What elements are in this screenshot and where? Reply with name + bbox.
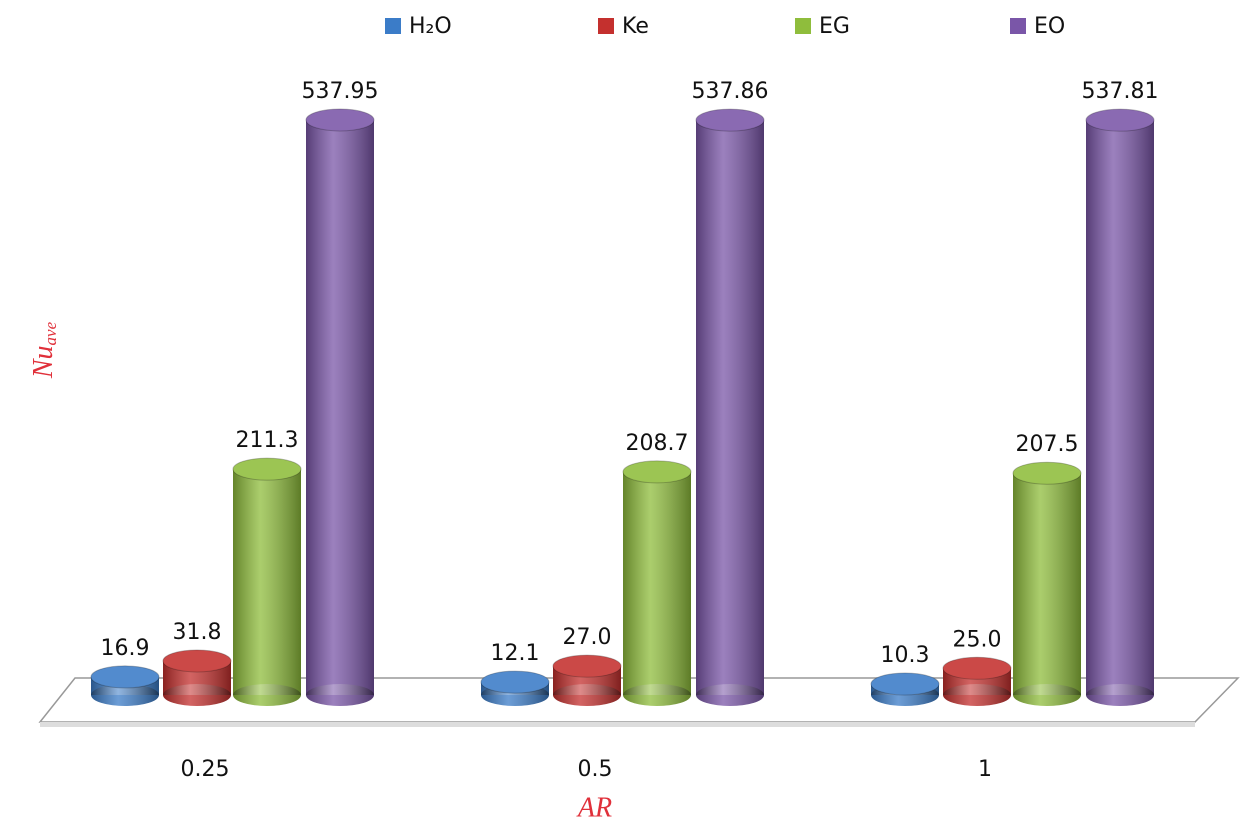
bar-top xyxy=(305,108,375,132)
bar-top-shade xyxy=(1086,109,1154,132)
legend-label: EG xyxy=(819,14,850,39)
bar-top xyxy=(232,457,302,481)
data-label: 12.1 xyxy=(491,641,540,666)
bar-shade xyxy=(233,469,301,695)
bar-bottom-shade xyxy=(1013,684,1081,706)
data-label: 16.9 xyxy=(101,636,150,661)
legend-swatch xyxy=(385,18,401,34)
bar-shade xyxy=(623,471,691,695)
legend-swatch xyxy=(598,18,614,34)
data-label: 537.95 xyxy=(302,79,379,104)
data-label: 211.3 xyxy=(236,428,299,453)
bar-bottom-shade xyxy=(553,684,621,706)
bar-top xyxy=(870,672,940,696)
x-tick-label: 0.25 xyxy=(181,757,230,782)
bar-top xyxy=(552,654,622,678)
bar-bottom-shade xyxy=(1086,684,1154,706)
bar-top-shade xyxy=(233,458,301,481)
bar-top-shade xyxy=(1013,462,1081,485)
bar-bottom-shade xyxy=(623,684,691,706)
bar-top-shade xyxy=(696,109,764,132)
legend-label: Ke xyxy=(622,14,649,39)
bar-shade xyxy=(1086,120,1154,695)
bar-top-shade xyxy=(553,655,621,678)
bar-top-shade xyxy=(91,665,159,688)
bar-top xyxy=(90,665,160,689)
bar-bottom-shade xyxy=(91,684,159,706)
data-label: 10.3 xyxy=(881,643,930,668)
bar-shade xyxy=(1013,473,1081,695)
legend-label: EO xyxy=(1034,14,1065,39)
bar-top xyxy=(695,108,765,132)
bar-top xyxy=(1085,108,1155,132)
data-label: 31.8 xyxy=(173,620,222,645)
bar-shade xyxy=(306,120,374,695)
bar-top-shade xyxy=(623,460,691,483)
y-label-main: Nu xyxy=(28,345,59,379)
x-tick-label: 0.5 xyxy=(578,757,613,782)
bar-top-shade xyxy=(871,672,939,695)
x-axis-label: AR xyxy=(576,792,612,823)
bar-top-shade xyxy=(943,657,1011,680)
bar-top xyxy=(942,656,1012,680)
data-label: 537.86 xyxy=(692,79,769,104)
bar-top-shade xyxy=(481,671,549,694)
data-label: 25.0 xyxy=(953,627,1002,652)
bar-top-shade xyxy=(163,650,231,673)
bar-bottom-shade xyxy=(306,684,374,706)
data-label: 208.7 xyxy=(626,431,689,456)
bar-bottom-shade xyxy=(696,684,764,706)
bar-shade xyxy=(696,120,764,696)
bar-bottom-shade xyxy=(163,684,231,706)
bar-top xyxy=(480,670,550,694)
legend-label: H₂O xyxy=(409,14,452,39)
bar-bottom-shade xyxy=(943,684,1011,706)
bar-bottom-shade xyxy=(233,684,301,706)
data-label: 27.0 xyxy=(563,625,612,650)
data-label: 537.81 xyxy=(1082,79,1159,104)
bar-top xyxy=(622,460,692,484)
floor-edge xyxy=(40,722,1195,727)
y-label-sub: ave xyxy=(41,321,60,345)
bar-top xyxy=(162,649,232,673)
legend-swatch xyxy=(1010,18,1026,34)
bar-top-shade xyxy=(306,109,374,131)
legend-swatch xyxy=(795,18,811,34)
data-label: 207.5 xyxy=(1016,432,1079,457)
x-tick-label: 1 xyxy=(978,757,992,782)
y-axis-label: Nuave xyxy=(28,321,59,379)
bar-top xyxy=(1012,461,1082,485)
